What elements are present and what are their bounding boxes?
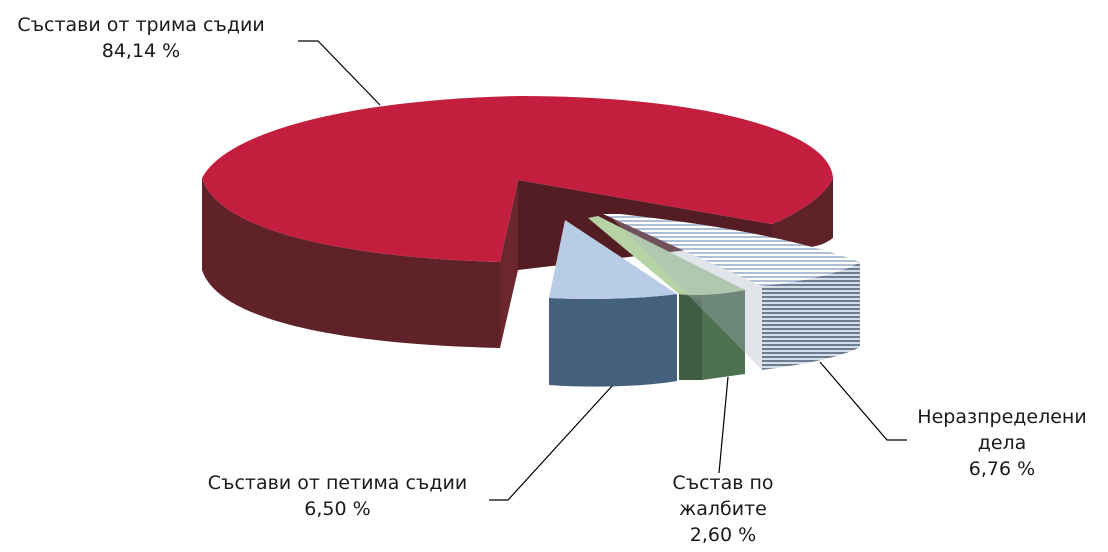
label-s3-line2: дела (977, 432, 1027, 454)
data-label-s1: Състави от петима съдии 6,50 % (190, 470, 485, 522)
leader-line-s0 (298, 40, 381, 106)
slice-s3-top (603, 214, 860, 286)
label-s3-value: 6,76 % (968, 458, 1036, 480)
slice-s2-top (588, 216, 745, 295)
slice-s2-inner (679, 294, 702, 380)
leader-line-s2 (718, 376, 729, 474)
data-label-s0: Състави от трима съдии 84,14 % (6, 12, 276, 64)
slice-s3-side (762, 262, 860, 370)
label-s0-name: Състави от трима съдии (17, 14, 265, 36)
slice-s1-side (549, 294, 677, 387)
label-s2-value: 2,60 % (689, 524, 757, 546)
pie-slice-s2 (588, 216, 745, 380)
slice-s0-side (202, 178, 500, 348)
pie-slice-s3 (603, 214, 860, 370)
data-label-s3: Неразпределени дела 6,76 % (902, 404, 1102, 482)
label-s2-line1: Състав по (672, 472, 774, 494)
label-s0-value: 84,14 % (101, 40, 181, 62)
leader-line-s3 (819, 361, 907, 441)
leader-line-s1 (489, 385, 613, 501)
label-s2-line2: жалбите (679, 498, 767, 520)
slice-s0-top (202, 96, 833, 262)
pie-slice-s1 (549, 220, 677, 387)
slice-s1-top (549, 220, 677, 299)
label-s1-name: Състави от петима съдии (207, 472, 468, 494)
label-s3-line1: Неразпределени (917, 406, 1087, 428)
data-label-s2: Състав по жалбите 2,60 % (648, 470, 798, 548)
slice-s3-inner (608, 214, 762, 370)
slice-s0-inner-wall (500, 180, 518, 348)
slice-s0-side-right (772, 178, 833, 248)
label-s1-value: 6,50 % (304, 498, 371, 520)
